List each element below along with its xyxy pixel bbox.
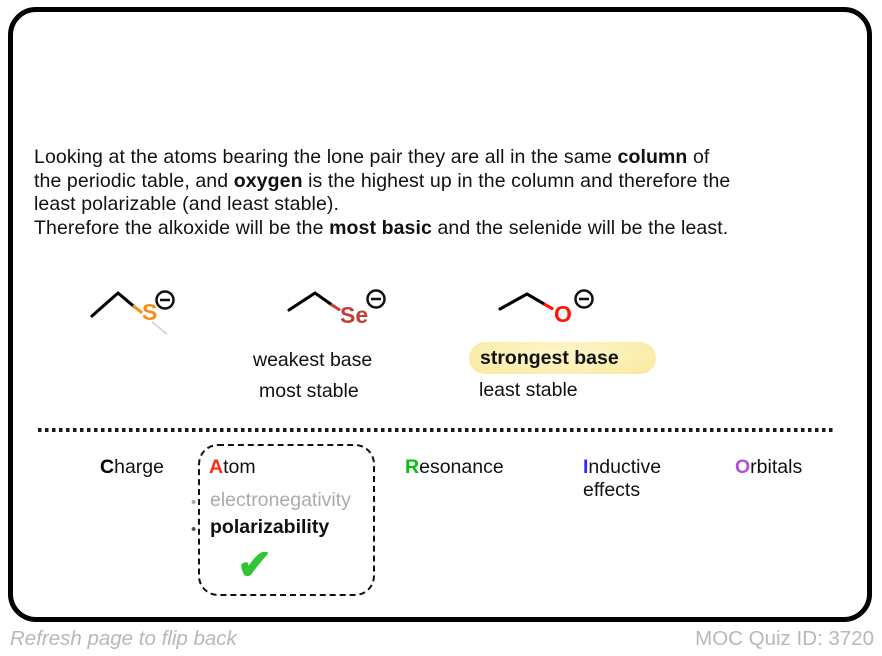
text-segment: and the selenide will be the least. [431,216,729,239]
dotted-separator [38,428,835,432]
stray-mark [151,321,168,335]
molecule-alkoxide: O [498,289,594,327]
text-segment-bold: most basic [329,216,432,239]
quiz-id: MOC Quiz ID: 3720 [695,627,874,650]
label-most-stable: most stable [259,380,359,402]
negative-charge-icon [574,289,594,309]
molecule-thiolate: S [90,290,175,335]
negative-charge-icon [366,289,386,309]
factor-initial: R [405,456,420,478]
bullet-icon: • [191,521,197,538]
label-strongest-base: strongest base [480,347,619,369]
text-segment: least polarizable (and least stable). [34,193,340,216]
atom-box-item-polarizability: polarizability [210,516,330,538]
text-segment-bold: column [617,146,688,168]
flip-back-hint: Refresh page to flip back [10,627,237,650]
selenium-atom-label: Se [340,302,368,328]
factor-initial: A [209,456,224,478]
highlight-pill: strongest base [469,342,656,374]
text-segment: the periodic table, and [34,169,234,192]
explanation-line-1: Looking at the atoms bearing the lone pa… [34,146,730,170]
atom-factor-box [198,444,375,596]
bullet-icon: • [191,494,197,511]
skeleton-bond [287,291,334,312]
factor-inductive-line1: Inductive [583,456,661,479]
explanation-line-4: Therefore the alkoxide will be the most … [34,217,730,241]
factor-inductive-line2: effects [583,478,641,501]
factor-charge: Charge [100,456,164,479]
factor-rest: rbitals [750,456,803,478]
checkmark-icon: ✔ [237,541,273,588]
molecule-selenide: Se [287,289,386,328]
skeleton-bond [90,291,136,318]
factor-initial: C [100,456,115,478]
quiz-card-frame [8,7,872,622]
skeleton-bond [498,292,547,311]
bond-to-atom [543,302,554,311]
factor-orbitals: Orbitals [735,456,802,479]
bond-to-atom [330,303,341,312]
explanation-line-3: least polarizable (and least stable). [34,193,730,217]
factor-inductive: Inductive effects [583,456,661,501]
oxygen-atom-label: O [554,301,572,327]
atom-box-item-electronegativity: electronegativity [210,489,351,511]
label-weakest-base: weakest base [253,349,373,371]
sulfur-atom-label: S [142,299,157,325]
factor-rest: harge [114,456,164,478]
factor-rest: esonance [419,456,504,478]
explanation-line-2: the periodic table, and oxygen is the hi… [34,170,730,194]
text-segment-bold: oxygen [233,169,303,192]
factor-rest: tom [223,456,256,478]
label-least-stable: least stable [479,379,578,401]
text-segment: Therefore the alkoxide will be the [34,216,330,239]
factor-initial: I [583,456,589,478]
factor-atom: Atom [209,456,256,479]
text-segment: of [687,146,710,168]
explanation-text: Looking at the atoms bearing the lone pa… [34,146,730,240]
text-segment: Looking at the atoms bearing the lone pa… [34,146,618,168]
factor-rest: nductive [588,456,662,478]
negative-charge-icon [155,290,175,310]
bond-to-atom [132,304,143,314]
text-segment: is the highest up in the column and ther… [302,169,731,192]
factor-initial: O [735,456,751,478]
factor-resonance: Resonance [405,456,504,479]
